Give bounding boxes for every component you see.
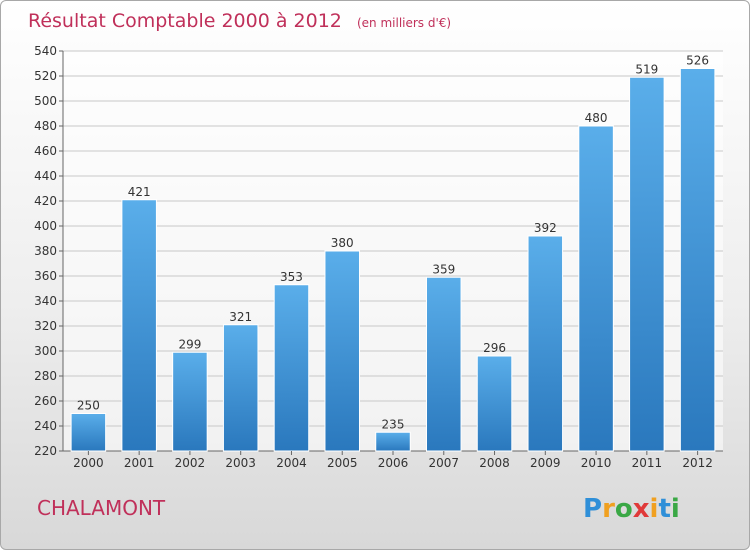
bar-2003 [222,324,259,452]
y-tick-label: 540 [34,44,57,58]
x-tick-label-2003: 2003 [225,456,256,470]
plot-area: 220 240 260 280 300 320 340 360 380 400 420 440 460 4… [34,44,723,470]
data-label-2002: 299 [178,337,201,351]
commune-name: CHALAMONT [37,496,166,520]
data-label-2012: 526 [686,54,709,68]
bar-2012 [679,68,716,452]
bar-2001 [121,199,157,452]
y-tick-label: 340 [34,294,57,308]
y-tick-label: 460 [34,144,57,158]
x-tick-label-2008: 2008 [479,456,510,470]
logo-letter: i [671,494,680,524]
y-tick-label: 400 [34,219,57,233]
bar-2010 [578,125,614,452]
data-label-2008: 296 [483,341,506,355]
y-tick-label: 240 [34,419,57,433]
logo-letter: t [658,494,670,524]
data-label-2009: 392 [534,221,557,235]
y-tick-label: 420 [34,194,57,208]
data-label-2006: 235 [382,417,405,431]
y-tick-label: 360 [34,269,57,283]
x-tick-label-2010: 2010 [581,456,612,470]
proxiti-logo: Proxiti [583,494,680,524]
logo-letter: P [583,494,602,524]
x-tick-label-2011: 2011 [632,456,663,470]
data-label-2005: 380 [331,236,354,250]
x-tick-label-2005: 2005 [327,456,358,470]
x-tick-label-2001: 2001 [124,456,155,470]
data-label-2004: 353 [280,270,303,284]
y-tick-label: 440 [34,169,57,183]
y-tick-label: 260 [34,394,57,408]
chart-title: Résultat Comptable 2000 à 2012 (en milli… [28,10,451,32]
data-label-2011: 519 [635,62,658,76]
x-tick-label-2004: 2004 [276,456,307,470]
y-tick-label: 480 [34,119,57,133]
data-label-2010: 480 [585,111,608,125]
x-tick-label-2007: 2007 [428,456,459,470]
bar-2008 [476,355,513,452]
bar-2009 [527,235,564,452]
bar-2004 [273,284,310,452]
data-label-2001: 421 [128,185,151,199]
x-tick-label-2009: 2009 [530,456,561,470]
bar-2000 [70,413,107,452]
y-tick-label: 300 [34,344,57,358]
data-label-2007: 359 [432,262,455,276]
bar-2011 [629,76,665,452]
y-tick-label: 220 [34,444,57,458]
logo-letter: i [650,494,659,524]
x-tick-label-2006: 2006 [378,456,409,470]
x-tick-label-2012: 2012 [682,456,713,470]
x-tick-label-2002: 2002 [175,456,206,470]
data-label-2000: 250 [77,399,100,413]
logo-letter: o [615,494,633,524]
x-tick-label-2000: 2000 [73,456,104,470]
y-tick-label: 380 [34,244,57,258]
bar-2006 [375,431,411,452]
y-tick-label: 500 [34,94,57,108]
y-tick-label: 280 [34,369,57,383]
chart-title-unit: (en milliers d'€) [357,16,451,30]
y-tick-label: 520 [34,69,57,83]
bar-2002 [172,351,208,452]
data-label-2003: 321 [229,310,252,324]
chart-title-main: Résultat Comptable 2000 à 2012 [28,10,342,32]
y-tick-label: 320 [34,319,57,333]
bar-2007 [426,276,462,452]
bar-2005 [324,250,360,452]
logo-letter: r [602,494,615,524]
logo-letter: x [633,494,650,524]
